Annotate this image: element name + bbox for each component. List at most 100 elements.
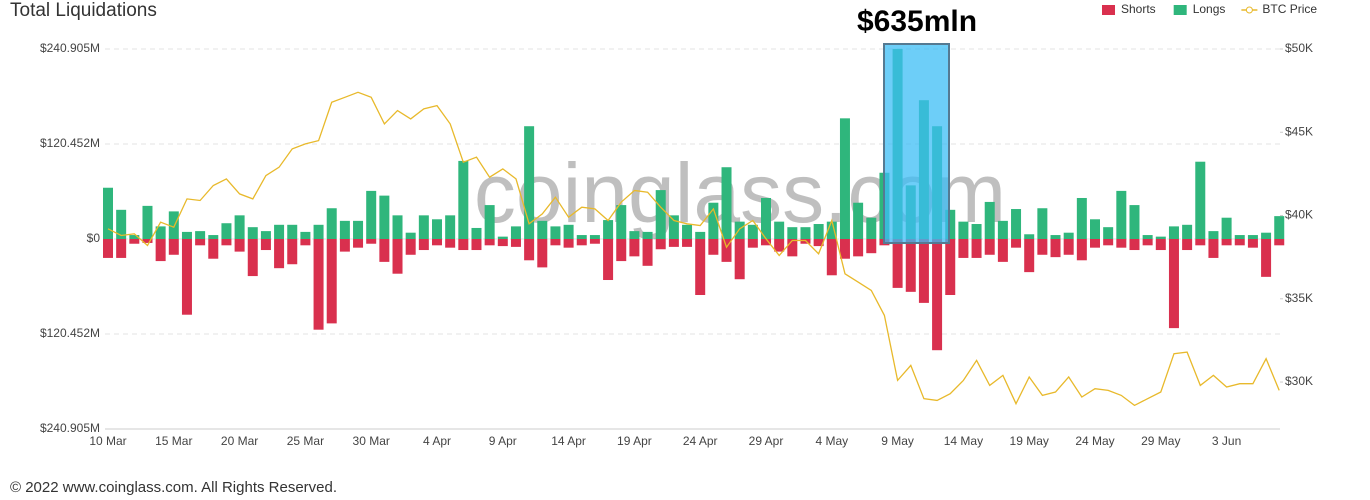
bar bbox=[813, 239, 824, 247]
bar bbox=[260, 231, 271, 239]
bar bbox=[1037, 239, 1048, 255]
bar bbox=[458, 160, 469, 239]
x-tick-label: 24 Apr bbox=[683, 434, 718, 448]
bar bbox=[1274, 239, 1285, 246]
bar bbox=[274, 239, 285, 269]
annotation: $635mln bbox=[857, 5, 977, 38]
bar bbox=[708, 239, 719, 255]
bar bbox=[800, 227, 811, 239]
bar bbox=[195, 239, 206, 246]
bar bbox=[537, 239, 548, 268]
bar bbox=[524, 126, 535, 239]
x-tick-label: 14 Apr bbox=[551, 434, 586, 448]
price-line bbox=[107, 91, 1280, 407]
bar bbox=[971, 239, 982, 258]
bar bbox=[682, 224, 693, 239]
bar bbox=[287, 239, 298, 265]
bar bbox=[1142, 235, 1153, 239]
bar bbox=[247, 239, 258, 277]
bar bbox=[1221, 239, 1232, 246]
bar bbox=[853, 239, 864, 257]
bar bbox=[971, 224, 982, 239]
bar bbox=[1234, 239, 1245, 246]
bar bbox=[379, 239, 390, 262]
bar bbox=[1182, 239, 1193, 251]
bar bbox=[313, 224, 324, 239]
bar bbox=[234, 215, 245, 239]
bar bbox=[1076, 239, 1087, 261]
legend: Shorts Longs BTC Price bbox=[1102, 2, 1317, 16]
bar bbox=[839, 118, 850, 239]
bar bbox=[1142, 239, 1153, 246]
y2-tick-label: $40K bbox=[1285, 208, 1313, 222]
legend-label[interactable]: BTC Price bbox=[1262, 2, 1317, 16]
bar bbox=[721, 239, 732, 262]
x-tick-label: 14 May bbox=[944, 434, 983, 448]
legend-label[interactable]: Shorts bbox=[1121, 2, 1156, 16]
bar bbox=[1261, 239, 1272, 277]
bar bbox=[353, 220, 364, 239]
x-tick-label: 9 May bbox=[881, 434, 914, 448]
bar bbox=[300, 231, 311, 239]
bar bbox=[761, 197, 771, 239]
bar bbox=[1103, 227, 1114, 239]
bar bbox=[1129, 205, 1140, 239]
legend-label[interactable]: Longs bbox=[1193, 2, 1226, 16]
bar bbox=[629, 231, 640, 239]
x-tick-label: 24 May bbox=[1075, 434, 1114, 448]
bar bbox=[142, 205, 153, 239]
bar bbox=[418, 215, 429, 239]
bar bbox=[181, 231, 192, 239]
bar bbox=[695, 239, 706, 295]
y-tick-label: $120.452M bbox=[40, 326, 100, 340]
bar bbox=[1103, 239, 1114, 246]
bar bbox=[1155, 239, 1166, 251]
bar bbox=[432, 219, 442, 239]
bar bbox=[747, 224, 758, 239]
bar bbox=[300, 239, 311, 246]
bar bbox=[1011, 209, 1022, 239]
bar bbox=[471, 227, 482, 239]
bar bbox=[129, 239, 140, 244]
bar bbox=[353, 239, 364, 248]
x-tick-label: 25 Mar bbox=[287, 434, 324, 448]
bar bbox=[826, 239, 837, 276]
bar bbox=[563, 239, 574, 248]
bar bbox=[116, 239, 127, 258]
bar bbox=[774, 239, 785, 252]
bar bbox=[208, 239, 219, 259]
bar bbox=[458, 239, 469, 251]
bar bbox=[984, 239, 995, 255]
bar bbox=[1182, 224, 1193, 239]
bar bbox=[247, 227, 258, 239]
bar bbox=[326, 208, 337, 239]
footer: © 2022 www.coinglass.com. All Rights Res… bbox=[10, 479, 337, 496]
bar bbox=[366, 190, 377, 239]
bar bbox=[839, 239, 850, 259]
bar bbox=[103, 239, 113, 258]
bar bbox=[445, 239, 456, 248]
bar bbox=[1221, 217, 1232, 239]
y-tick-label: $0 bbox=[87, 231, 101, 245]
bar bbox=[813, 224, 824, 239]
bar bbox=[339, 239, 350, 252]
bar bbox=[563, 224, 574, 239]
y2-tick-label: $35K bbox=[1285, 291, 1313, 305]
bar bbox=[1208, 239, 1219, 258]
bar bbox=[1168, 226, 1179, 239]
bar bbox=[918, 239, 929, 303]
bar bbox=[1090, 219, 1100, 239]
bar bbox=[1011, 239, 1022, 248]
bar bbox=[1116, 190, 1127, 239]
bar bbox=[1024, 239, 1035, 273]
bar bbox=[589, 239, 600, 244]
bar bbox=[1247, 235, 1258, 239]
bar bbox=[418, 239, 429, 251]
bar bbox=[734, 221, 745, 239]
bar bbox=[326, 239, 337, 324]
bar bbox=[537, 220, 548, 239]
x-tick-label: 15 Mar bbox=[155, 434, 192, 448]
bar bbox=[103, 187, 113, 239]
bar bbox=[181, 239, 192, 315]
